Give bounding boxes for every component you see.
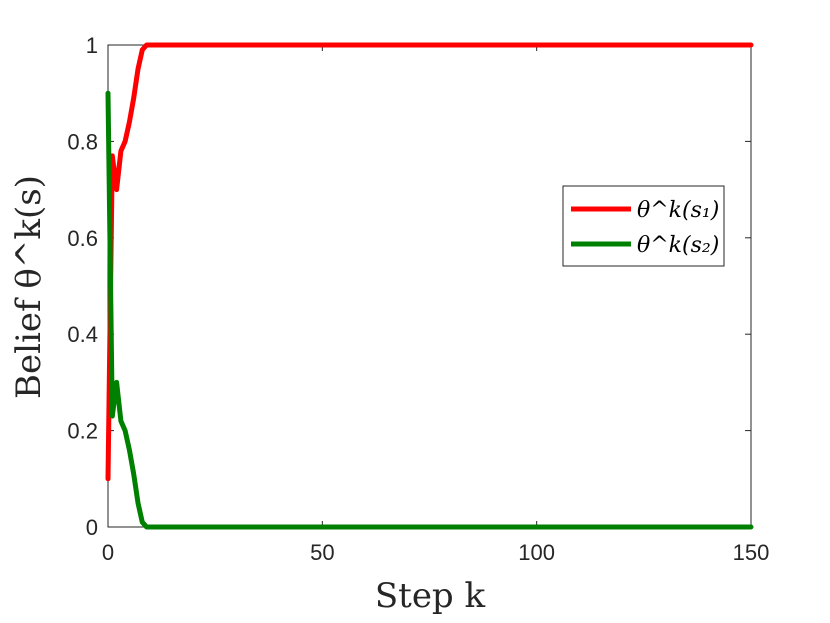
series-line-1 <box>105 42 754 482</box>
y-tick-label: 0.8 <box>67 129 98 154</box>
x-tick-label: 100 <box>518 540 555 565</box>
y-tick-label: 1 <box>86 33 98 58</box>
y-tick-label: 0 <box>86 515 98 540</box>
legend: θ^k(s₁) θ^k(s₂) <box>562 185 725 267</box>
series-lines <box>105 42 754 530</box>
plot-area <box>107 44 752 528</box>
legend-box <box>562 185 725 267</box>
x-tick-label: 0 <box>102 540 114 565</box>
series-line-2 <box>105 90 754 530</box>
y-tick-label: 0.2 <box>67 419 98 444</box>
x-axis-title: Step k <box>375 576 486 616</box>
legend-label-s1: θ^k(s₁) <box>637 198 719 223</box>
x-tick-label: 150 <box>733 540 770 565</box>
x-tick-label: 50 <box>310 540 334 565</box>
y-tick-label: 0.4 <box>67 322 98 347</box>
y-axis-title: Belief θ^k(s) <box>9 175 49 399</box>
y-tick-label: 0.6 <box>67 226 98 251</box>
legend-label-s2: θ^k(s₂) <box>637 233 719 258</box>
